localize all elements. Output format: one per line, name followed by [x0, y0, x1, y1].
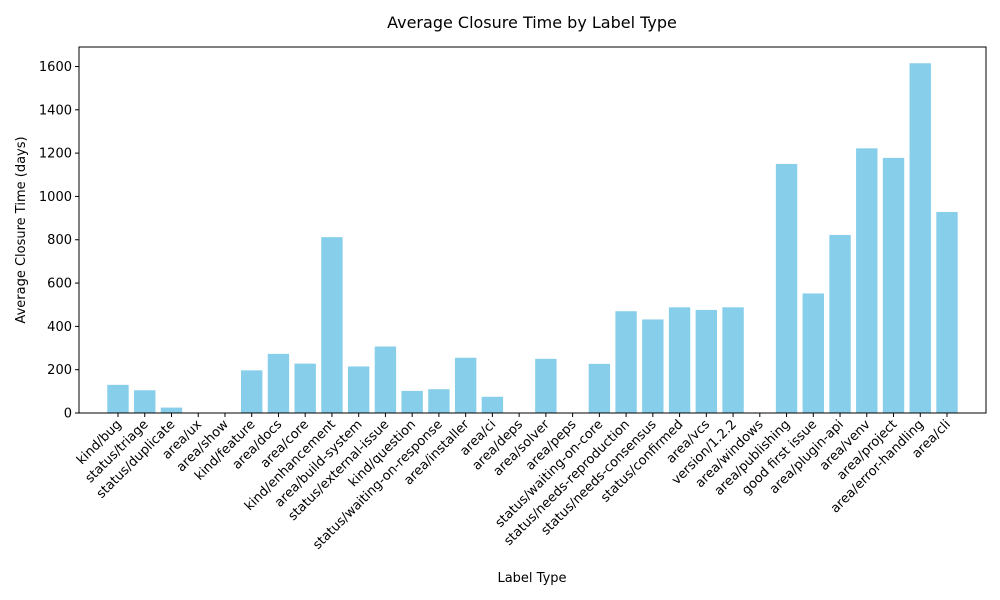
y-tick-label: 200	[47, 363, 72, 378]
bar-area-cli	[936, 212, 958, 413]
bar-area-installer	[454, 357, 477, 413]
bar-area-ci	[481, 396, 504, 413]
bar-status-external-issue	[374, 346, 397, 413]
bar-kind-bug	[107, 384, 129, 413]
bars-group	[107, 63, 958, 414]
bar-area-build-system	[347, 366, 370, 413]
bar-area-core	[294, 363, 316, 413]
bar-area-publishing	[775, 163, 798, 413]
bar-good-first-issue	[802, 293, 824, 413]
y-tick-label: 400	[47, 320, 72, 335]
y-tick-label: 0	[64, 407, 72, 422]
y-tick-label: 1400	[39, 103, 72, 118]
bar-area-vcs	[695, 309, 718, 413]
y-tick-label: 800	[47, 233, 72, 248]
bar-status-waiting-on-core	[588, 363, 611, 413]
bar-area-error-handling	[909, 63, 931, 414]
bar-status-confirmed	[668, 307, 691, 413]
bar-status-triage	[134, 390, 156, 413]
bar-area-plugin-api	[829, 234, 851, 413]
y-axis-label: Average Closure Time (days)	[14, 136, 29, 323]
bar-area-venv	[856, 148, 878, 413]
bar-status-needs-consensus	[642, 319, 664, 413]
bar-area-project	[882, 157, 905, 413]
chart-title: Average Closure Time by Label Type	[387, 13, 677, 32]
bar-area-solver	[535, 358, 557, 413]
y-axis-ticks: 0 200 400 600 800 1000 1200 1400 1600	[39, 60, 79, 422]
bar-area-docs	[267, 353, 290, 413]
y-tick-label: 1200	[39, 147, 72, 162]
bar-kind-enhancement	[321, 237, 343, 413]
plot-frame	[78, 46, 987, 414]
bar-kind-question	[401, 390, 423, 413]
bar-version-1-2-2	[722, 307, 744, 413]
x-axis-label: Label Type	[497, 571, 566, 586]
y-tick-label: 1600	[39, 60, 72, 75]
y-tick-label: 1000	[39, 190, 72, 205]
x-axis-ticks: kind/bugstatus/triagestatus/duplicateare…	[74, 413, 954, 553]
bar-kind-feature	[241, 370, 263, 413]
bar-status-waiting-on-response	[428, 389, 450, 413]
y-tick-label: 600	[47, 277, 72, 292]
bar-status-needs-reproduction	[615, 311, 637, 413]
bar-status-duplicate	[160, 407, 183, 413]
